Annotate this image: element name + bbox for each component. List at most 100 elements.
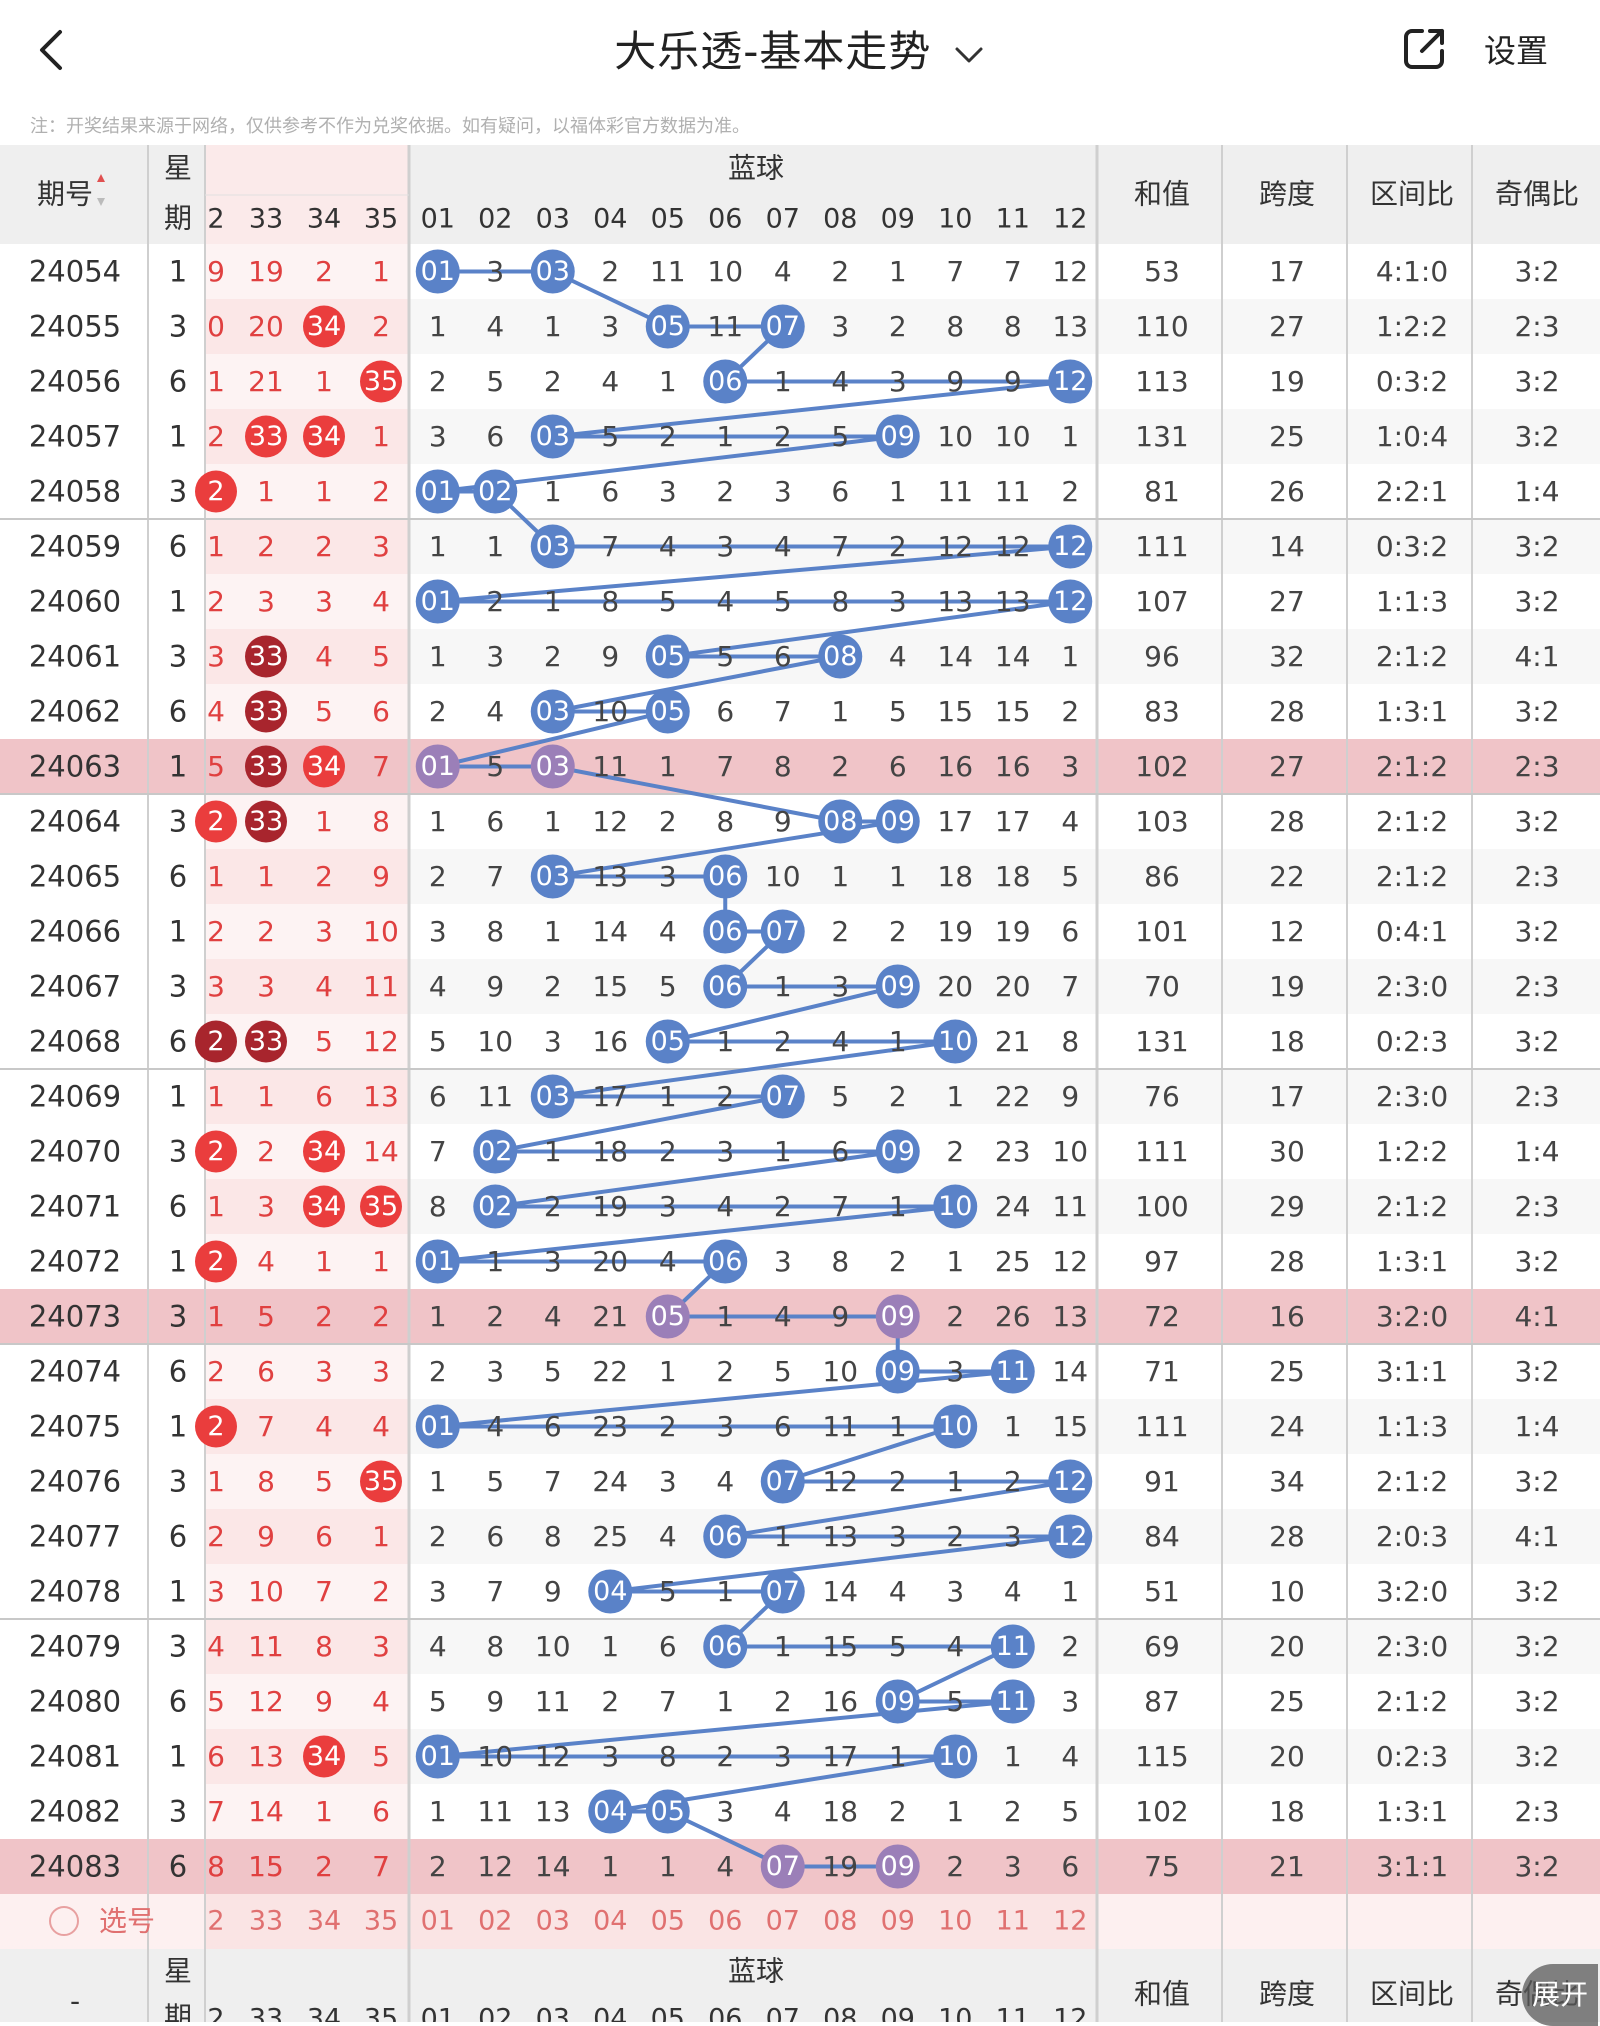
blue-miss-count: 2 [889,1465,907,1498]
red-miss-count: 12 [363,1025,399,1058]
select-blue-number[interactable]: 06 [708,1906,742,1937]
footer-red-header: 2 [207,2004,224,2023]
expand-button[interactable]: 展开 [1522,1964,1598,2026]
blue-miss-count: 2 [429,860,447,893]
blue-miss-count: 1 [1004,1740,1022,1773]
blue-miss-count: 2 [831,750,849,783]
blue-miss-count: 8 [831,585,849,618]
issue-number: 24055 [29,310,121,344]
zone-ratio: 0:4:1 [1376,915,1448,948]
odd-even-ratio: 2:3 [1514,1080,1559,1113]
select-blue-number[interactable]: 10 [938,1906,972,1937]
select-blue-number[interactable]: 03 [536,1906,570,1937]
select-red-number[interactable]: 35 [364,1906,398,1937]
page-title[interactable]: 大乐透-基本走势 [0,18,1600,79]
weekday: 6 [169,530,187,564]
weekday: 1 [169,1080,187,1114]
red-miss-count: 8 [315,1630,333,1663]
blue-miss-count: 8 [659,1740,677,1773]
blue-miss-count: 17 [937,805,973,838]
settings-button[interactable]: 设置 [1484,32,1549,70]
issue-number: 24060 [29,585,121,619]
select-blue-number[interactable]: 05 [651,1906,685,1937]
blue-miss-count: 2 [659,420,677,453]
blue-miss-count: 2 [601,255,619,288]
sort-down-icon[interactable] [97,198,105,206]
back-arrow-icon[interactable] [32,26,72,74]
blue-miss-count: 6 [544,1410,562,1443]
odd-even-ratio: 3:2 [1514,585,1559,618]
red-ball-number: 34 [307,1191,341,1222]
blue-miss-count: 1 [946,1080,964,1113]
col-header-issue[interactable]: 期号 [37,178,93,211]
blue-miss-count: 11 [822,1410,858,1443]
share-icon[interactable] [1400,25,1448,73]
page-title-text[interactable]: 大乐透-基本走势 [614,27,932,76]
blue-ball [990,1679,1035,1724]
select-red-number[interactable]: 33 [249,1906,283,1937]
blue-ball [645,1019,690,1064]
select-red-number[interactable]: 2 [207,1906,224,1937]
select-blue-number[interactable]: 01 [421,1906,455,1937]
red-ball [195,470,237,513]
select-blue-number[interactable]: 02 [478,1906,512,1937]
red-zone-cell-bg [205,244,409,299]
blue-miss-count: 6 [774,640,792,673]
blue-miss-count: 10 [995,420,1031,453]
footer-header-sum: 和值 [1134,1978,1190,2011]
blue-miss-count: 4 [774,1795,792,1828]
red-ball-number: 33 [249,696,283,727]
odd-even-ratio: 2:3 [1514,1190,1559,1223]
sort-up-icon[interactable] [97,174,105,182]
blue-miss-count: 3 [1061,750,1079,783]
red-ball [245,745,287,788]
blue-ball [760,1459,805,1504]
blue-ball [530,249,575,294]
blue-miss-count: 3 [1061,1685,1079,1718]
select-blue-number[interactable]: 08 [823,1906,857,1937]
span-value: 22 [1269,860,1305,893]
select-blue-number[interactable]: 11 [996,1906,1030,1937]
red-ball-number: 2 [207,1026,224,1057]
blue-ball-number: 06 [708,366,742,397]
issue-number: 24082 [29,1795,121,1829]
select-blue-number[interactable]: 12 [1053,1906,1087,1937]
zone-ratio: 2:1:2 [1376,1465,1448,1498]
odd-even-ratio: 3:2 [1514,1575,1559,1608]
weekday: 3 [169,310,187,344]
blue-miss-count: 6 [774,1410,792,1443]
blue-miss-count: 2 [946,1135,964,1168]
zone-ratio: 0:3:2 [1376,365,1448,398]
blue-miss-count: 5 [601,420,619,453]
chevron-down-icon[interactable] [952,43,986,67]
blue-miss-count: 12 [1052,255,1088,288]
zone-ratio: 2:3:0 [1376,1630,1448,1663]
select-red-number[interactable]: 34 [307,1906,341,1937]
select-radio-icon[interactable] [49,1906,79,1936]
blue-ball-number: 09 [881,421,915,452]
blue-miss-count: 2 [544,1190,562,1223]
blue-ball [760,1569,805,1614]
select-label[interactable]: 选号 [99,1905,155,1938]
blue-ball-number: 09 [881,806,915,837]
red-miss-count: 1 [207,1300,225,1333]
blue-miss-count: 14 [937,640,973,673]
blue-ball [818,799,863,844]
blue-miss-count: 2 [544,970,562,1003]
red-zone-cell-bg [205,519,409,574]
select-blue-number[interactable]: 04 [593,1906,627,1937]
odd-even-ratio: 4:1 [1514,640,1559,673]
red-miss-count: 7 [257,1410,275,1443]
blue-miss-count: 16 [995,750,1031,783]
blue-miss-count: 13 [592,860,628,893]
blue-miss-count: 4 [774,1300,792,1333]
select-blue-number[interactable]: 09 [881,1906,915,1937]
red-miss-count: 2 [207,1520,225,1553]
select-blue-number[interactable]: 07 [766,1906,800,1937]
red-ball [195,1240,237,1283]
red-zone-cell-bg [205,1234,409,1289]
blue-miss-count: 2 [659,805,677,838]
blue-miss-count: 10 [937,420,973,453]
blue-miss-count: 6 [1061,915,1079,948]
red-ball [245,415,287,458]
